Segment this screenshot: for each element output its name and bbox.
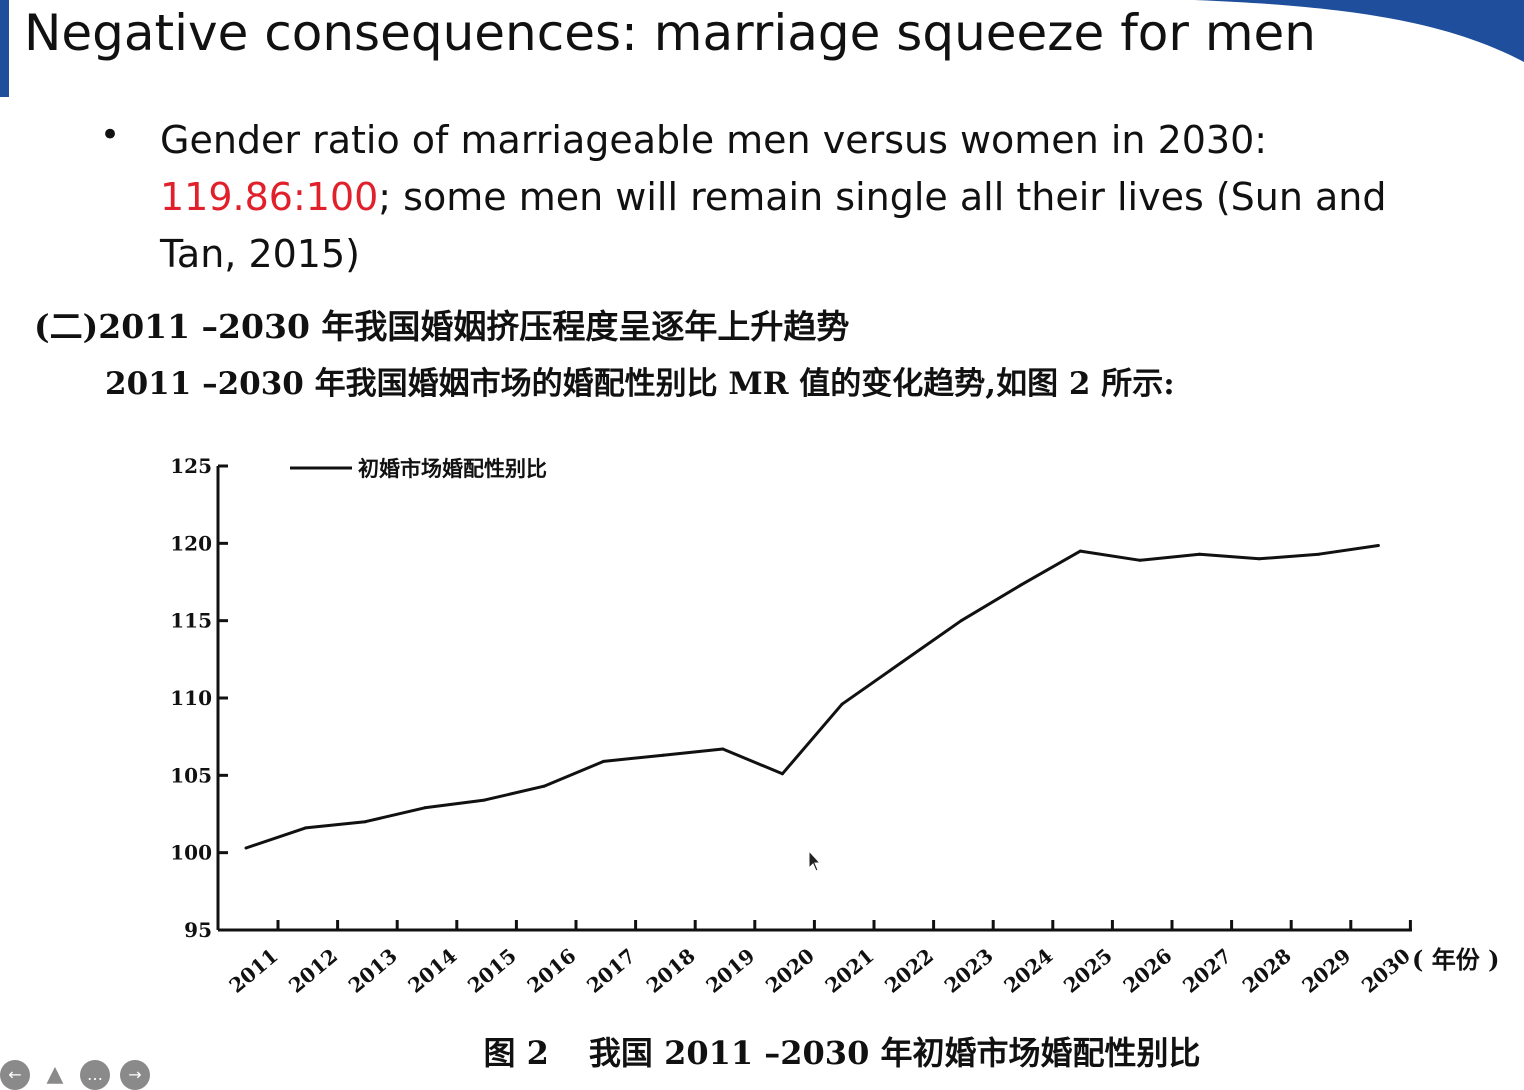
- data-point: [244, 846, 248, 850]
- slide-nav-controls: ← ▲ … →: [0, 1060, 160, 1090]
- zh-intro-sentence: 2011 –2030 年我国婚姻市场的婚配性别比 MR 值的变化趋势,如图 2 …: [105, 366, 1175, 402]
- y-tick-label: 95: [184, 918, 212, 942]
- chart-legend: 初婚市场婚配性别比: [290, 456, 547, 481]
- data-point: [1198, 552, 1202, 556]
- y-tick-label: 120: [170, 531, 212, 555]
- mouse-cursor-icon: [808, 850, 822, 872]
- data-point: [363, 820, 367, 824]
- bullet-text-before: Gender ratio of marriageable men versus …: [160, 118, 1268, 162]
- data-point: [661, 753, 665, 757]
- accent-bar: [0, 0, 9, 97]
- data-point: [542, 784, 546, 788]
- more-icon[interactable]: …: [80, 1060, 110, 1090]
- corner-swoosh: [1194, 0, 1524, 62]
- data-point: [304, 826, 308, 830]
- figure-caption-text: 我国 2011 –2030 年初婚市场婚配性别比: [588, 1034, 1201, 1072]
- x-tick-label: 2014: [403, 944, 461, 998]
- pen-icon[interactable]: ▲: [46, 1062, 64, 1087]
- data-point: [1376, 544, 1380, 547]
- data-point: [482, 798, 486, 802]
- data-point: [900, 660, 904, 664]
- chart-series: [244, 544, 1380, 850]
- data-point: [1317, 552, 1321, 556]
- x-tick-label: 2020: [761, 944, 819, 998]
- x-tick-label: 2023: [940, 944, 998, 998]
- x-tick-label: 2016: [522, 944, 580, 998]
- x-axis-label: ( 年份 ): [1412, 945, 1499, 974]
- y-tick-label: 105: [170, 763, 212, 787]
- x-tick-label: 2026: [1118, 944, 1176, 998]
- x-tick-label: 2028: [1238, 944, 1296, 998]
- series-line: [245, 544, 1379, 850]
- x-tick-label: 2024: [999, 944, 1057, 998]
- slide-title: Negative consequences: marriage squeeze …: [24, 4, 1316, 62]
- y-tick-label: 110: [170, 686, 212, 710]
- x-tick-label: 2018: [642, 944, 700, 998]
- data-point: [1138, 558, 1142, 562]
- data-point: [1257, 557, 1261, 561]
- x-tick-label: 2019: [701, 944, 759, 998]
- bullet-text: Gender ratio of marriageable men versus …: [160, 112, 1460, 283]
- x-tick-label: 2029: [1297, 944, 1355, 998]
- figure-caption-label: 图 2: [483, 1034, 549, 1072]
- x-tick-label: 2017: [582, 944, 640, 998]
- data-point: [602, 759, 606, 763]
- data-point: [840, 702, 844, 706]
- x-tick-label: 2021: [820, 944, 878, 998]
- x-tick-label: 2027: [1178, 944, 1236, 998]
- y-tick-label: 100: [170, 841, 212, 865]
- x-tick-label: 2012: [284, 944, 342, 998]
- data-point: [959, 619, 963, 623]
- data-point: [423, 806, 427, 810]
- figure-caption: 图 2 我国 2011 –2030 年初婚市场婚配性别比: [0, 1028, 1524, 1074]
- y-tick-label: 125: [170, 454, 212, 478]
- data-point: [1019, 583, 1023, 587]
- forward-arrow-icon[interactable]: →: [120, 1060, 150, 1090]
- gender-ratio-highlight: 119.86:100: [160, 175, 379, 219]
- x-tick-label: 2022: [880, 944, 938, 998]
- data-point: [721, 747, 725, 751]
- y-tick-label: 115: [170, 609, 212, 633]
- x-tick-label: 2025: [1059, 944, 1117, 998]
- y-axis-ticks: 95 100 105 110 115 120 125: [170, 454, 228, 942]
- x-axis-ticks: 2011 2012 2013 2014 2015 2016 2017 2018 2019 2020…: [224, 920, 1415, 998]
- x-tick-label: 2015: [463, 944, 521, 998]
- x-tick-label: 2013: [344, 944, 402, 998]
- bullet-marker: •: [100, 115, 121, 155]
- data-point: [780, 772, 784, 776]
- zh-section-heading: (二)2011 –2030 年我国婚姻挤压程度呈逐年上升趋势: [34, 307, 850, 346]
- x-tick-label: 2030: [1357, 944, 1415, 998]
- bullet-text-after: ; some men will remain single all their …: [160, 175, 1387, 276]
- x-tick-label: 2011: [224, 944, 282, 998]
- data-point: [1078, 549, 1082, 553]
- legend-label: 初婚市场婚配性别比: [358, 456, 547, 481]
- back-arrow-icon[interactable]: ←: [0, 1060, 30, 1090]
